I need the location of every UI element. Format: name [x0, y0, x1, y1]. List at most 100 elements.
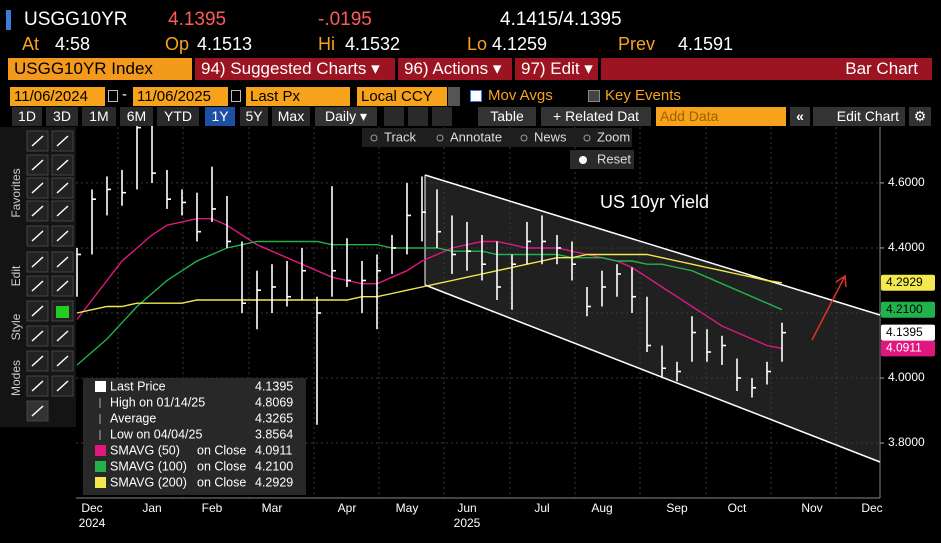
- key-events-label: Key Events: [605, 87, 681, 104]
- add-data-field[interactable]: Add Data: [656, 107, 786, 126]
- period-button[interactable]: YTD: [157, 107, 199, 126]
- security-field[interactable]: USGG10YR Index: [8, 58, 192, 80]
- x-tick-label: May: [396, 501, 419, 515]
- mov-avgs-label: Mov Avgs: [488, 87, 553, 104]
- tool-glyph: [31, 230, 44, 242]
- moving-average-line: [76, 253, 783, 314]
- tool-glyph: [56, 380, 69, 392]
- x-tick-label: Nov: [801, 501, 822, 515]
- side-tab-label[interactable]: Edit: [9, 265, 23, 286]
- tool-glyph: [56, 355, 69, 367]
- period-button[interactable]: 1D: [12, 107, 42, 126]
- date-dash: -: [122, 86, 127, 103]
- last-price-tag: 4.1395: [886, 325, 923, 339]
- open-label: Op: [165, 34, 190, 54]
- x-tick-label: Oct: [728, 501, 747, 515]
- period-button[interactable]: 1Y: [205, 107, 235, 126]
- field-select[interactable]: Last Px: [246, 87, 350, 106]
- bar-icon[interactable]: [408, 107, 428, 126]
- y-tick-label: 4.6000: [888, 175, 925, 189]
- at-time: 4:58: [55, 34, 91, 54]
- tool-glyph: [31, 256, 44, 268]
- period-button[interactable]: 5Y: [240, 107, 268, 126]
- legend-label: SMAVG (50): [110, 443, 180, 457]
- high-label: Hi: [318, 34, 335, 54]
- collapse-button[interactable]: «: [790, 107, 810, 126]
- calendar-icon[interactable]: [108, 90, 118, 102]
- tool-glyph: [56, 256, 69, 268]
- x-tick-label: Sep: [666, 501, 688, 515]
- related-data-button[interactable]: + Related Dat: [541, 107, 651, 126]
- color-swatch: [56, 306, 69, 318]
- tool-glyph: [56, 159, 69, 171]
- tool-glyph: [56, 135, 69, 147]
- currency-select[interactable]: Local CCY: [357, 87, 447, 106]
- legend-basis: on Close: [197, 475, 246, 489]
- tool-glyph: [56, 230, 69, 242]
- chart-tool[interactable]: Annotate: [450, 129, 502, 144]
- chart-tool[interactable]: Zoom: [597, 129, 630, 144]
- tool-glyph: [56, 330, 69, 342]
- start-date[interactable]: 11/06/2024: [10, 87, 105, 106]
- side-tab-label[interactable]: Modes: [9, 360, 23, 396]
- side-tab-label[interactable]: Style: [9, 313, 23, 340]
- x-tick-label: Jun: [457, 501, 476, 515]
- legend-label: Low on 04/04/25: [110, 427, 202, 441]
- frequency-select[interactable]: Daily ▾: [315, 107, 377, 126]
- legend-swatch: [95, 461, 106, 472]
- y-tick-label: 4.4000: [888, 240, 925, 254]
- end-date[interactable]: 11/06/2025: [133, 87, 228, 106]
- line-icon[interactable]: [384, 107, 404, 126]
- ma-value-tag: 4.2100: [886, 302, 923, 316]
- x-tick-label: Aug: [591, 501, 612, 515]
- legend-basis: on Close: [197, 459, 246, 473]
- tool-glyph: [56, 182, 69, 194]
- tool-glyph: [31, 405, 44, 417]
- key-events-checkbox[interactable]: [588, 90, 600, 102]
- x-tick-label: Dec: [81, 501, 102, 515]
- currency-dropdown[interactable]: [448, 87, 460, 106]
- chart-tool[interactable]: News: [534, 129, 567, 144]
- edit-menu[interactable]: 97) Edit ▾: [515, 58, 598, 80]
- legend-label: High on 01/14/25: [110, 395, 205, 409]
- period-button[interactable]: 3D: [46, 107, 78, 126]
- legend-swatch: [95, 477, 106, 488]
- open-value: 4.1513: [197, 34, 253, 54]
- prev-value: 4.1591: [678, 34, 734, 54]
- legend-value: 4.3265: [255, 411, 293, 425]
- candle-icon[interactable]: [432, 107, 452, 126]
- ticker: USGG10YR: [24, 9, 128, 30]
- legend-label: SMAVG (200): [110, 475, 187, 489]
- suggested-charts[interactable]: 94) Suggested Charts ▾: [195, 58, 395, 80]
- ma-value-tag-bg: [881, 301, 935, 318]
- legend-label: SMAVG (100): [110, 459, 187, 473]
- calendar-icon[interactable]: [231, 90, 241, 102]
- ma-value-tag-bg: [881, 340, 935, 357]
- x-tick-label: Apr: [338, 501, 357, 515]
- tool-glyph: [31, 355, 44, 367]
- mov-avgs-checkbox[interactable]: [470, 90, 482, 102]
- high-value: 4.1532: [345, 34, 401, 54]
- period-button[interactable]: 6M: [120, 107, 153, 126]
- period-button[interactable]: 1M: [82, 107, 116, 126]
- settings-gear[interactable]: ⚙: [909, 107, 931, 126]
- reset-bg[interactable]: [570, 150, 634, 169]
- x-tick-label: Feb: [202, 501, 223, 515]
- legend-value: 4.2100: [255, 459, 293, 473]
- x-tick-label: Dec: [861, 501, 882, 515]
- chart-tool[interactable]: Reset: [597, 151, 631, 166]
- x-year-label: 2025: [454, 516, 481, 530]
- legend-swatch: [95, 445, 106, 456]
- reset-icon: [579, 156, 587, 164]
- tool-glyph: [31, 135, 44, 147]
- edit-chart-button[interactable]: Edit Chart: [813, 107, 905, 126]
- period-button[interactable]: Max: [272, 107, 310, 126]
- chart-tool[interactable]: Track: [384, 129, 417, 144]
- side-tab-label[interactable]: Favorites: [9, 168, 23, 217]
- table-button[interactable]: Table: [478, 107, 536, 126]
- channel-upper: [424, 174, 881, 316]
- low-value: 4.1259: [492, 34, 548, 54]
- actions-menu[interactable]: 96) Actions ▾: [398, 58, 512, 80]
